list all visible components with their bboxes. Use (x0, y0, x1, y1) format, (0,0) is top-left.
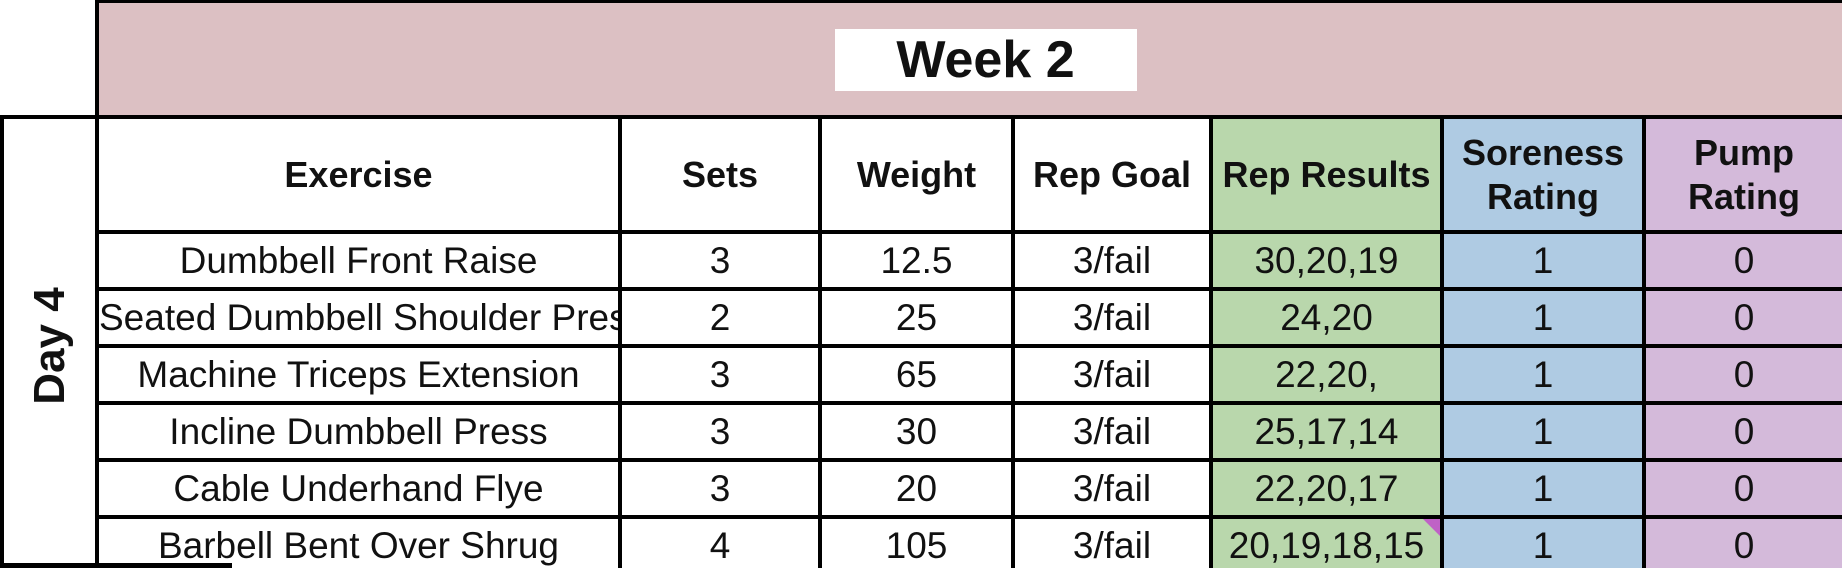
cell-r5-exercise[interactable]: Cable Underhand Flye (95, 458, 622, 519)
cell-r2-rep-results[interactable]: 24,20 (1209, 287, 1444, 348)
cell-r6-sets[interactable]: 4 (618, 515, 822, 568)
cell-r2-weight[interactable]: 25 (818, 287, 1015, 348)
cell-r1-rep-results[interactable]: 30,20,19 (1209, 230, 1444, 291)
comment-marker-icon (1423, 521, 1438, 536)
cell-r2-soreness-rating[interactable]: 1 (1440, 287, 1646, 348)
cell-r3-pump-rating[interactable]: 0 (1642, 344, 1842, 405)
cell-r5-pump-rating[interactable]: 0 (1642, 458, 1842, 519)
cell-r4-pump-rating[interactable]: 0 (1642, 401, 1842, 462)
column-header-rep-goal[interactable]: Rep Goal (1011, 115, 1213, 234)
cell-r1-pump-rating[interactable]: 0 (1642, 230, 1842, 291)
cell-r3-rep-results[interactable]: 22,20, (1209, 344, 1444, 405)
week-banner[interactable]: Week 2 (95, 0, 1842, 117)
column-header-exercise[interactable]: Exercise (95, 115, 622, 234)
column-header-pump-rating[interactable]: Pump Rating (1642, 115, 1842, 234)
day-label: Day 4 (24, 286, 74, 405)
cell-r4-weight[interactable]: 30 (818, 401, 1015, 462)
cell-r6-weight[interactable]: 105 (818, 515, 1015, 568)
cell-r4-exercise[interactable]: Incline Dumbbell Press (95, 401, 622, 462)
cell-r4-rep-results[interactable]: 25,17,14 (1209, 401, 1444, 462)
table-row: Barbell Bent Over Shrug 4 105 3/fail 20,… (2, 515, 1842, 568)
table-row: Seated Dumbbell Shoulder Press 2 25 3/fa… (2, 287, 1842, 348)
cell-r3-exercise[interactable]: Machine Triceps Extension (95, 344, 622, 405)
workout-log-table: Day 4 Exercise Sets Weight Rep Goal Rep … (0, 115, 1842, 568)
cell-r6-soreness-rating[interactable]: 1 (1440, 515, 1646, 568)
column-header-weight[interactable]: Weight (818, 115, 1015, 234)
cell-r3-sets[interactable]: 3 (618, 344, 822, 405)
cell-r3-rep-goal[interactable]: 3/fail (1011, 344, 1213, 405)
cell-r1-sets[interactable]: 3 (618, 230, 822, 291)
cell-r1-weight[interactable]: 12.5 (818, 230, 1015, 291)
column-header-sets[interactable]: Sets (618, 115, 822, 234)
cell-r4-rep-goal[interactable]: 3/fail (1011, 401, 1213, 462)
week-label-box: Week 2 (834, 29, 1137, 91)
cell-r1-exercise[interactable]: Dumbbell Front Raise (95, 230, 622, 291)
cell-r6-pump-rating[interactable]: 0 (1642, 515, 1842, 568)
cell-r2-pump-rating[interactable]: 0 (1642, 287, 1842, 348)
cell-r2-exercise[interactable]: Seated Dumbbell Shoulder Press (95, 287, 622, 348)
table-row: Cable Underhand Flye 3 20 3/fail 22,20,1… (2, 458, 1842, 519)
cell-r5-rep-results[interactable]: 22,20,17 (1209, 458, 1444, 519)
cell-r6-rep-results[interactable]: 20,19,18,15 (1209, 515, 1444, 568)
cell-r6-exercise[interactable]: Barbell Bent Over Shrug (95, 515, 622, 568)
cell-r3-weight[interactable]: 65 (818, 344, 1015, 405)
cell-r1-rep-goal[interactable]: 3/fail (1011, 230, 1213, 291)
day-label-cell[interactable]: Day 4 (0, 115, 99, 568)
column-header-soreness-rating[interactable]: Soreness Rating (1440, 115, 1646, 234)
cell-r4-sets[interactable]: 3 (618, 401, 822, 462)
header-row: Day 4 Exercise Sets Weight Rep Goal Rep … (0, 115, 1842, 568)
cell-r5-sets[interactable]: 3 (618, 458, 822, 519)
cell-r5-weight[interactable]: 20 (818, 458, 1015, 519)
cell-r5-rep-goal[interactable]: 3/fail (1011, 458, 1213, 519)
cell-r6-rep-goal[interactable]: 3/fail (1011, 515, 1213, 568)
week-label: Week 2 (896, 31, 1075, 89)
table-row: Dumbbell Front Raise 3 12.5 3/fail 30,20… (2, 230, 1842, 291)
column-header-rep-results[interactable]: Rep Results (1209, 115, 1444, 234)
cell-r1-soreness-rating[interactable]: 1 (1440, 230, 1646, 291)
cell-r5-soreness-rating[interactable]: 1 (1440, 458, 1646, 519)
cell-r4-soreness-rating[interactable]: 1 (1440, 401, 1646, 462)
bottom-border-fragment (0, 563, 232, 568)
table-row: Incline Dumbbell Press 3 30 3/fail 25,17… (2, 401, 1842, 462)
cell-r2-rep-goal[interactable]: 3/fail (1011, 287, 1213, 348)
cell-r2-sets[interactable]: 2 (618, 287, 822, 348)
table-row: Machine Triceps Extension 3 65 3/fail 22… (2, 344, 1842, 405)
cell-r3-soreness-rating[interactable]: 1 (1440, 344, 1646, 405)
